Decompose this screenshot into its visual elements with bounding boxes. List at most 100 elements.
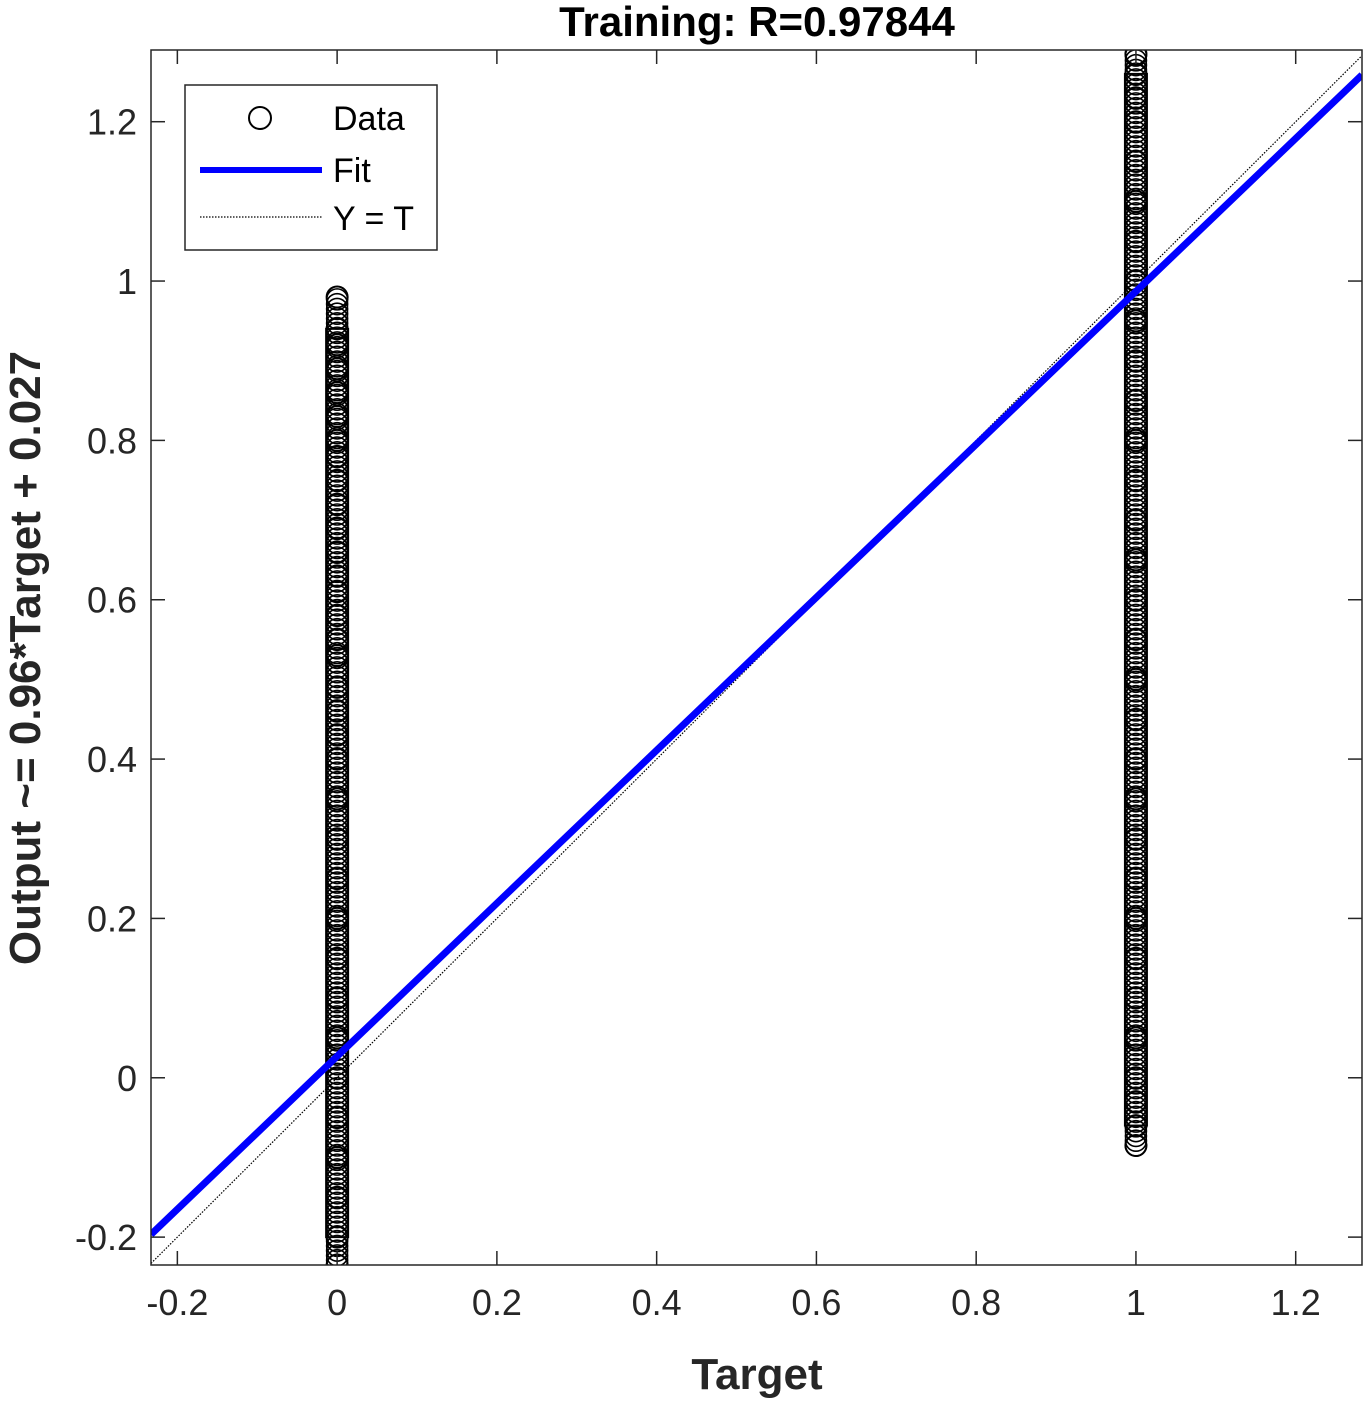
data-point bbox=[1124, 1129, 1148, 1153]
data-point bbox=[325, 311, 349, 335]
x-tick-label: 0.2 bbox=[472, 1282, 522, 1323]
data-point bbox=[325, 417, 349, 440]
data-point bbox=[325, 742, 349, 765]
data-point bbox=[1124, 240, 1148, 263]
data-point bbox=[1124, 1115, 1148, 1138]
data-point bbox=[325, 904, 349, 928]
data-point bbox=[325, 288, 349, 311]
data-point bbox=[1124, 957, 1148, 980]
data-point bbox=[325, 1148, 349, 1172]
data-point bbox=[325, 493, 349, 517]
data-point bbox=[1124, 359, 1148, 383]
data-point bbox=[1124, 909, 1148, 933]
data-point bbox=[1124, 952, 1148, 976]
data-point bbox=[325, 354, 349, 378]
data-point bbox=[1124, 479, 1148, 502]
data-point bbox=[1124, 407, 1148, 431]
data-point bbox=[325, 947, 349, 971]
data-point bbox=[325, 1000, 349, 1023]
data-point bbox=[325, 507, 349, 531]
data-point bbox=[1124, 570, 1148, 593]
data-point bbox=[1124, 1019, 1148, 1043]
data-point bbox=[1124, 594, 1148, 617]
data-point bbox=[325, 1029, 349, 1052]
data-point bbox=[325, 584, 349, 608]
data-point bbox=[325, 536, 349, 560]
data-point bbox=[1124, 1067, 1148, 1090]
data-point bbox=[1124, 646, 1148, 670]
data-point bbox=[1124, 135, 1148, 158]
data-point bbox=[1124, 1033, 1148, 1057]
data-point bbox=[1124, 966, 1148, 990]
data-point bbox=[1124, 718, 1148, 741]
data-point bbox=[1124, 756, 1148, 780]
data-point bbox=[1124, 942, 1148, 966]
data-point bbox=[325, 617, 349, 641]
data-point bbox=[325, 426, 349, 450]
legend-fit-label: Fit bbox=[333, 152, 371, 190]
data-point bbox=[325, 703, 349, 727]
data-point bbox=[1124, 92, 1148, 115]
data-point bbox=[1124, 230, 1148, 254]
data-point bbox=[325, 464, 349, 488]
data-point bbox=[1124, 182, 1148, 206]
data-point bbox=[325, 1196, 349, 1219]
data-point bbox=[325, 479, 349, 502]
data-point bbox=[1124, 192, 1148, 216]
data-point bbox=[1124, 1076, 1148, 1100]
data-point bbox=[1124, 507, 1148, 531]
plot-content bbox=[151, 50, 1362, 1265]
data-point bbox=[1124, 876, 1148, 899]
data-point bbox=[1124, 904, 1148, 928]
data-point bbox=[1124, 923, 1148, 947]
data-point bbox=[1124, 1072, 1148, 1095]
data-point bbox=[1124, 799, 1148, 823]
data-point bbox=[325, 919, 349, 942]
data-point bbox=[325, 699, 349, 722]
data-point bbox=[1124, 651, 1148, 674]
data-point bbox=[325, 402, 349, 426]
data-point bbox=[325, 335, 349, 359]
data-point bbox=[1124, 895, 1148, 918]
data-point bbox=[325, 550, 349, 574]
data-point bbox=[325, 460, 349, 483]
data-point bbox=[325, 885, 349, 909]
data-point bbox=[1124, 139, 1148, 163]
data-point bbox=[325, 527, 349, 550]
data-point bbox=[325, 794, 349, 818]
data-point bbox=[1124, 393, 1148, 416]
data-point bbox=[1124, 1105, 1148, 1129]
data-point bbox=[1124, 120, 1148, 144]
data-point bbox=[325, 837, 349, 861]
data-point bbox=[1124, 866, 1148, 890]
y-tick-label: 0.8 bbox=[87, 420, 137, 461]
data-point bbox=[1124, 50, 1148, 67]
data-point bbox=[325, 828, 349, 851]
data-point bbox=[1124, 321, 1148, 345]
x-tick-label: 1 bbox=[1126, 1282, 1146, 1323]
data-point bbox=[1124, 555, 1148, 579]
data-point bbox=[1124, 689, 1148, 713]
x-tick-label: 0.8 bbox=[951, 1282, 1001, 1323]
data-point bbox=[325, 746, 349, 770]
data-point bbox=[325, 770, 349, 794]
data-point bbox=[1124, 670, 1148, 694]
data-point bbox=[325, 852, 349, 875]
data-point bbox=[1124, 660, 1148, 684]
data-point bbox=[325, 684, 349, 708]
data-point bbox=[325, 1181, 349, 1205]
data-point bbox=[1124, 50, 1148, 72]
data-point bbox=[325, 1220, 349, 1243]
data-point bbox=[325, 407, 349, 431]
data-point bbox=[325, 608, 349, 631]
data-point bbox=[325, 441, 349, 464]
data-point bbox=[1124, 1024, 1148, 1047]
data-point bbox=[1124, 216, 1148, 239]
data-point bbox=[1124, 460, 1148, 483]
data-point bbox=[325, 637, 349, 660]
data-point bbox=[1124, 1014, 1148, 1038]
legend: Data Fit Y = T bbox=[184, 84, 438, 251]
data-point bbox=[325, 670, 349, 694]
data-point bbox=[325, 732, 349, 756]
data-point bbox=[1124, 326, 1148, 349]
